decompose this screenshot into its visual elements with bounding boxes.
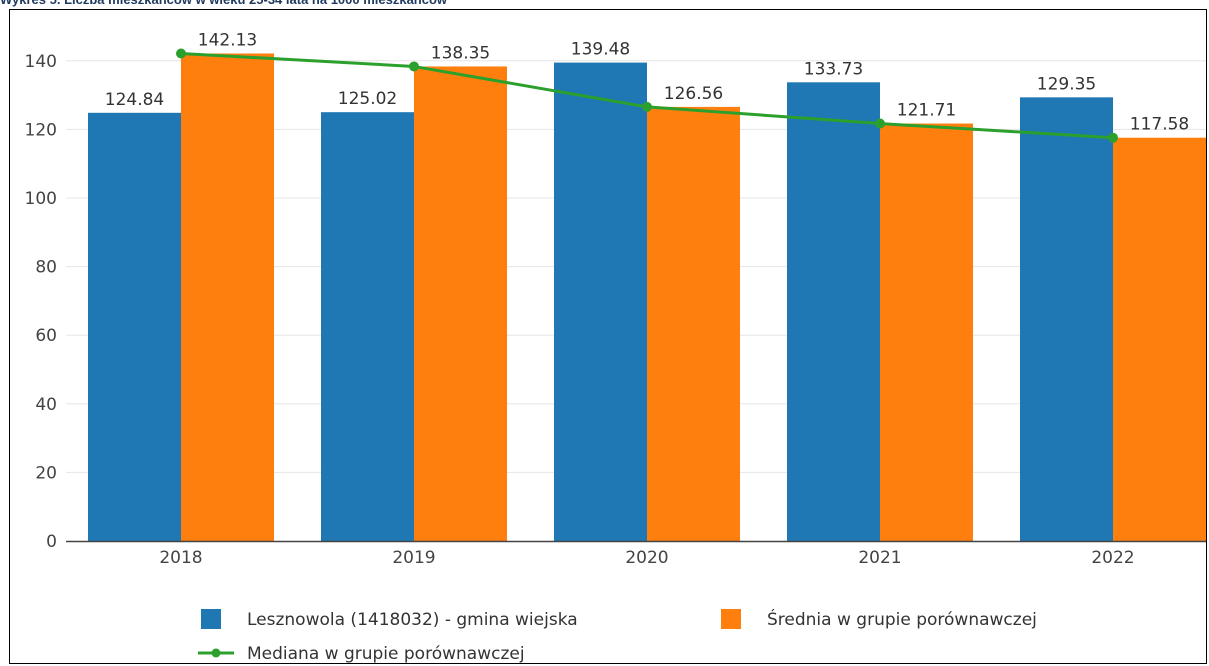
bar-line-chart: 124.84 142.13 125.02 138.35 139.48 126.56 133.…	[25, 30, 1206, 664]
median-point	[875, 118, 885, 129]
chart-frame: 124.84 142.13 125.02 138.35 139.48 126.56 133.…	[9, 9, 1207, 664]
bar-value-label: 138.35	[431, 43, 490, 63]
legend-gmina-swatch	[201, 609, 221, 629]
y-tick-label: 100	[25, 189, 57, 209]
legend-mediana-marker	[211, 648, 221, 658]
bar-srednia-2019	[414, 66, 507, 541]
bar-value-label: 124.84	[105, 90, 164, 110]
bar-srednia-2018	[181, 53, 274, 541]
legend-srednia-label: Średnia w grupie porównawczej	[767, 608, 1037, 630]
bar-value-label: 126.56	[664, 84, 723, 104]
bar-gmina-2019	[321, 112, 414, 541]
median-point	[642, 101, 652, 112]
median-point	[176, 48, 186, 59]
bar-value-labels: 124.84 142.13 125.02 138.35 139.48 126.56 133.…	[105, 30, 1189, 134]
legend-gmina-label: Lesznowola (1418032) - gmina wiejska	[247, 610, 578, 630]
bar-value-label: 121.71	[897, 101, 956, 121]
legend-srednia-swatch	[721, 609, 741, 629]
bar-gmina-2021	[787, 82, 880, 542]
x-tick-label: 2021	[858, 548, 901, 568]
bar-srednia-2022	[1113, 137, 1206, 541]
bar-value-label: 139.48	[571, 40, 630, 60]
bar-value-label: 117.58	[1130, 115, 1189, 135]
axes: 0 20 40 60 80 100 120 140 2018 2019 2020 2021 2022	[25, 52, 1206, 568]
median-point	[409, 61, 419, 72]
y-tick-label: 20	[35, 463, 57, 483]
bar-gmina-2018	[88, 112, 181, 541]
median-point	[1108, 132, 1118, 143]
median-line	[176, 48, 1118, 143]
bar-value-label: 129.35	[1037, 74, 1096, 94]
y-tick-label: 40	[35, 395, 57, 415]
bar-srednia-2020	[647, 106, 740, 541]
chart-caption: Wykres 5. Liczba mieszkańców w wieku 25-…	[0, 0, 447, 9]
y-tick-label: 60	[35, 326, 57, 346]
legend-mediana-label: Mediana w grupie porównawczej	[247, 644, 525, 664]
bar-value-label: 142.13	[198, 30, 257, 50]
y-tick-label: 140	[25, 52, 57, 72]
y-tick-label: 80	[35, 258, 57, 278]
legend: Lesznowola (1418032) - gmina wiejska Śred…	[198, 608, 1037, 664]
bar-gmina-2022	[1020, 97, 1113, 541]
bar-srednia-2021	[880, 123, 973, 541]
bar-gmina-2020	[554, 62, 647, 542]
bar-value-label: 125.02	[338, 89, 397, 109]
y-tick-label: 120	[25, 120, 57, 140]
bars	[88, 53, 1206, 542]
y-tick-label: 0	[46, 532, 57, 552]
x-tick-label: 2022	[1091, 548, 1134, 568]
x-tick-label: 2019	[392, 548, 435, 568]
x-tick-label: 2020	[625, 548, 668, 568]
bar-value-label: 133.73	[804, 59, 863, 79]
x-tick-label: 2018	[159, 548, 202, 568]
